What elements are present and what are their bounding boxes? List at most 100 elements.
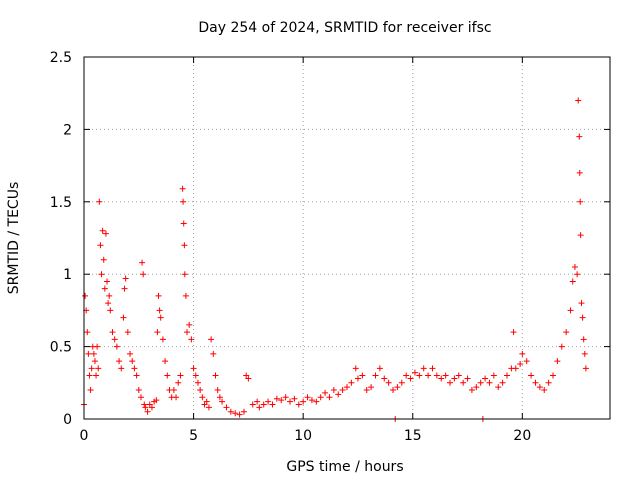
data-point (84, 329, 91, 336)
data-point (254, 398, 261, 405)
data-point (482, 375, 489, 382)
data-point (464, 375, 471, 382)
data-point (394, 384, 401, 391)
data-point (240, 408, 247, 415)
data-point (164, 372, 171, 379)
data-point (141, 401, 148, 408)
data-point (372, 372, 379, 379)
data-point (523, 358, 530, 365)
data-point (210, 350, 217, 357)
data-point (194, 379, 201, 386)
data-point (335, 391, 342, 398)
data-point (532, 379, 539, 386)
data-point (249, 401, 256, 408)
data-point (208, 336, 215, 343)
data-point (352, 365, 359, 372)
data-point (102, 230, 109, 237)
data-point (188, 336, 195, 343)
data-point (567, 307, 574, 314)
data-point (156, 307, 163, 314)
data-point (490, 372, 497, 379)
data-point (460, 379, 467, 386)
data-point (313, 398, 320, 405)
data-point (576, 169, 583, 176)
grid-lines (84, 57, 610, 419)
data-point (182, 292, 189, 299)
x-axis-label: GPS time / hours (286, 459, 403, 475)
data-point (179, 185, 186, 192)
data-point (212, 372, 219, 379)
data-point (144, 408, 151, 415)
data-point (550, 372, 557, 379)
data-point (486, 379, 493, 386)
data-point (140, 271, 147, 278)
data-point (121, 285, 128, 292)
data-point (528, 372, 535, 379)
data-point (308, 397, 315, 404)
data-point (385, 379, 392, 386)
data-point (376, 365, 383, 372)
data-point (124, 329, 131, 336)
data-point (368, 384, 375, 391)
data-point (381, 375, 388, 382)
y-tick-label: 0 (63, 412, 72, 428)
data-points (81, 97, 589, 422)
data-point (107, 307, 114, 314)
data-point (580, 336, 587, 343)
data-point (390, 387, 397, 394)
data-point (173, 394, 180, 401)
data-point (300, 398, 307, 405)
y-tick-label: 1.5 (50, 195, 72, 211)
axis-ticks: 0 5 10 15 20 0 0.5 1 1.5 2 2.5 (50, 50, 610, 444)
y-tick-label: 1 (63, 267, 72, 283)
data-point (278, 397, 285, 404)
data-point (326, 394, 333, 401)
data-point (159, 336, 166, 343)
data-point (94, 343, 101, 350)
x-tick-label: 10 (294, 428, 312, 444)
data-point (227, 408, 234, 415)
data-point (287, 398, 294, 405)
data-point (578, 300, 585, 307)
data-point (232, 410, 239, 417)
data-point (181, 271, 188, 278)
data-point (554, 358, 561, 365)
data-point (216, 394, 223, 401)
data-point (190, 365, 197, 372)
data-point (545, 379, 552, 386)
data-point (339, 387, 346, 394)
x-tick-label: 20 (513, 428, 531, 444)
data-point (503, 372, 510, 379)
data-point (558, 343, 565, 350)
data-point (90, 350, 97, 357)
data-point (177, 372, 184, 379)
data-point (104, 278, 111, 285)
data-point (113, 343, 120, 350)
data-point (438, 375, 445, 382)
data-point (88, 365, 95, 372)
data-point (131, 365, 138, 372)
data-point (162, 358, 169, 365)
data-point (425, 372, 432, 379)
data-point (563, 329, 570, 336)
data-point (101, 285, 108, 292)
data-point (348, 379, 355, 386)
data-point (510, 329, 517, 336)
data-point (180, 198, 187, 205)
y-tick-label: 0.5 (50, 340, 72, 356)
data-point (398, 379, 405, 386)
data-point (181, 242, 188, 249)
data-point (98, 271, 105, 278)
data-point (571, 263, 578, 270)
data-point (95, 365, 102, 372)
data-point (322, 389, 329, 396)
data-point (282, 394, 289, 401)
data-point (142, 404, 149, 411)
data-point (219, 398, 226, 405)
data-point (273, 395, 280, 402)
data-point (148, 404, 155, 411)
data-point (468, 387, 475, 394)
data-point (577, 232, 584, 239)
